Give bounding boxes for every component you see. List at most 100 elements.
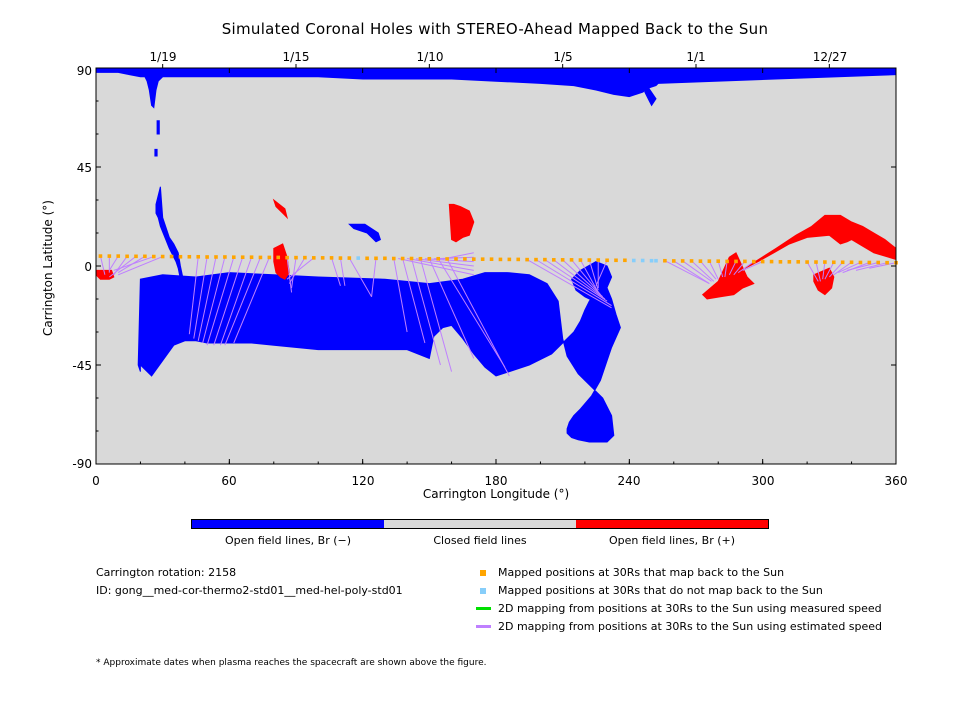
mapped-point — [445, 257, 449, 261]
legend-swatch-measured — [476, 607, 491, 610]
colorbar-frame — [191, 519, 769, 529]
mapped-point — [418, 256, 423, 261]
date-label: 1/15 — [282, 50, 310, 64]
estimated-mapping-line — [109, 255, 137, 278]
estimated-mapping-line — [806, 261, 819, 282]
plot-background — [96, 68, 896, 464]
mapped-point — [596, 258, 601, 262]
estimated-mapping-line — [700, 260, 717, 280]
mapped-point — [769, 259, 774, 264]
estimated-mapping-line — [371, 258, 377, 297]
estimated-mapping-line — [348, 257, 372, 298]
estimated-mapping-line — [213, 257, 244, 346]
estimated-mapping-line — [595, 260, 608, 286]
mapped-point — [614, 258, 618, 263]
mapped-point — [671, 259, 676, 263]
estimated-mapping-line — [291, 257, 297, 289]
estimated-mapping-line — [526, 259, 612, 309]
mapped-point — [143, 254, 147, 259]
date-label: 1/10 — [416, 50, 444, 64]
estimated-mapping-line — [571, 259, 601, 295]
estimated-mapping-line — [737, 261, 755, 274]
colorbar-closed — [384, 520, 576, 528]
mapped-point — [725, 259, 729, 264]
mapped-point — [858, 260, 863, 265]
estimated-mapping-line — [424, 258, 474, 263]
coronal-hole-positive — [272, 198, 289, 220]
estimated-mapping-line — [846, 261, 879, 271]
y-tick-label: 90 — [76, 64, 92, 78]
estimated-mapping-line — [824, 262, 835, 280]
mapped-point — [169, 254, 174, 259]
estimated-mapping-line — [411, 258, 441, 366]
mapped-point — [205, 255, 209, 259]
mapped-point — [840, 260, 845, 265]
x-tick-label: 180 — [484, 474, 508, 488]
mapped-point — [849, 260, 854, 265]
unmapped-point — [640, 258, 645, 263]
estimated-mapping-line — [828, 261, 844, 278]
mapped-point — [258, 255, 263, 260]
estimated-mapping-line — [553, 259, 606, 300]
estimated-mapping-line — [682, 260, 712, 282]
estimated-mapping-line — [407, 258, 474, 271]
estimated-mapping-line — [822, 261, 826, 280]
coronal-hole-negative — [644, 84, 657, 107]
y-tick-label: -45 — [72, 359, 92, 373]
colorbar-label-closed: Closed field lines — [433, 534, 527, 547]
mapped-point — [98, 254, 103, 258]
x-tick-label: 300 — [751, 474, 775, 488]
mapped-point — [707, 259, 712, 263]
estimated-mapping-line — [717, 261, 724, 278]
estimated-mapping-line — [842, 262, 870, 274]
mapped-point — [743, 259, 747, 264]
mapped-point — [178, 254, 183, 259]
estimated-mapping-line — [708, 260, 719, 280]
mapped-point — [285, 255, 289, 260]
estimated-mapping-line — [664, 260, 710, 285]
estimated-mapping-line — [286, 257, 315, 280]
x-tick-label: 240 — [617, 474, 641, 488]
mapped-point — [605, 258, 609, 263]
plot-area — [95, 64, 898, 465]
date-label: 1/5 — [553, 50, 573, 64]
mapped-point — [734, 259, 738, 264]
unmapped-point — [356, 256, 361, 260]
mapped-point — [116, 254, 121, 258]
x-axis-title: Carrington Longitude (°) — [422, 487, 570, 501]
legend-label: 2D mapping from positions at 30Rs to the… — [498, 620, 883, 633]
mapped-point — [409, 256, 414, 261]
mapped-point — [534, 257, 538, 262]
estimated-mapping-line — [742, 261, 763, 271]
estimated-mapping-line — [691, 260, 715, 282]
mapped-point — [214, 255, 218, 259]
estimated-mapping-line — [433, 256, 474, 260]
estimated-mapping-line — [419, 258, 453, 372]
mapped-point — [374, 256, 378, 261]
y-tick-label: -90 — [72, 457, 92, 471]
x-tick-label: 0 — [92, 474, 100, 488]
date-label: 12/27 — [812, 50, 848, 64]
estimated-mapping-line — [402, 258, 426, 344]
coronal-hole-negative — [154, 148, 158, 157]
mapped-point — [805, 260, 809, 264]
legend-label: Mapped positions at 30Rs that do not map… — [498, 584, 823, 597]
estimated-mapping-line — [206, 257, 235, 346]
mapped-point — [569, 258, 574, 262]
estimated-mapping-line — [415, 258, 474, 267]
estimated-mapping-line — [446, 258, 510, 377]
mapped-point — [427, 256, 432, 261]
mapped-point — [551, 258, 556, 262]
mapped-point — [347, 256, 352, 260]
estimated-mapping-line — [673, 260, 710, 285]
x-tick-label: 120 — [351, 474, 375, 488]
mapped-point — [663, 258, 667, 263]
coronal-hole-positive — [95, 269, 115, 280]
coronal-hole-positive — [448, 203, 475, 243]
footnote: * Approximate dates when plasma reaches … — [96, 658, 487, 668]
estimated-mapping-line — [833, 261, 852, 276]
mapped-point — [498, 257, 503, 262]
carrington-rotation: Carrington rotation: 2158 — [96, 566, 237, 579]
mapped-point — [151, 254, 156, 259]
mapped-point — [454, 257, 458, 261]
